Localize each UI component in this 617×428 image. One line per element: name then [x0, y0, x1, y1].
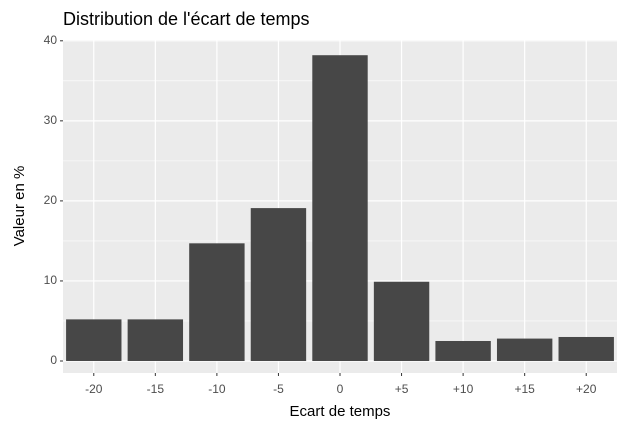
chart-title: Distribution de l'écart de temps [63, 9, 310, 29]
x-tick-label: -10 [208, 382, 226, 396]
y-tick-label: 30 [44, 113, 58, 127]
x-tick-label: +10 [453, 382, 474, 396]
bar [558, 336, 614, 361]
y-tick-label: 40 [44, 33, 58, 47]
x-axis-title: Ecart de temps [290, 403, 391, 420]
x-tick-label: -20 [85, 382, 103, 396]
x-tick-label: -15 [147, 382, 165, 396]
bar [435, 340, 491, 361]
bar [250, 208, 307, 361]
x-tick-label: +5 [395, 382, 409, 396]
y-tick-label: 0 [50, 353, 57, 367]
x-tick-label: -5 [273, 382, 284, 396]
x-tick-label: +20 [576, 382, 597, 396]
x-tick-label: 0 [337, 382, 344, 396]
bar [496, 338, 553, 361]
y-tick-label: 20 [44, 193, 58, 207]
x-tick-label: +15 [514, 382, 535, 396]
bar [189, 243, 245, 361]
bar [373, 281, 430, 361]
y-tick-label: 10 [44, 273, 58, 287]
bar [312, 55, 368, 361]
y-axis-title: Valeur en % [11, 166, 28, 247]
bar [66, 319, 122, 361]
bar [127, 319, 184, 361]
